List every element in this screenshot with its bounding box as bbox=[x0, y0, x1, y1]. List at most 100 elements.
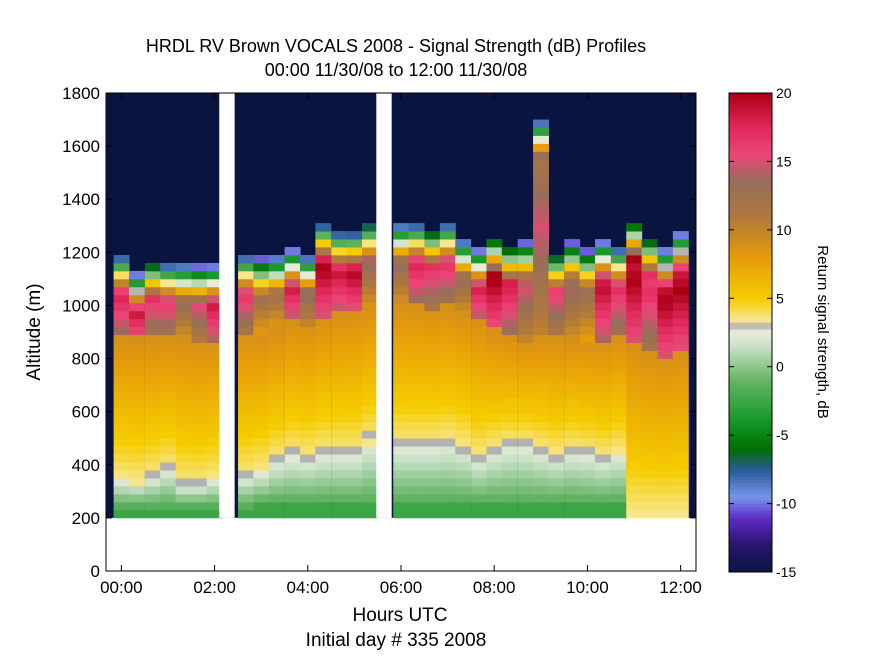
colorbar-band bbox=[729, 548, 772, 552]
profile-cell bbox=[191, 406, 208, 415]
profile-cell bbox=[564, 247, 581, 256]
profile-cell bbox=[346, 310, 363, 320]
profile-cell bbox=[439, 366, 456, 375]
profile-cell bbox=[579, 326, 596, 336]
profile-cell bbox=[579, 390, 596, 399]
profile-cell bbox=[362, 254, 378, 264]
profile-cell bbox=[393, 478, 410, 487]
profile-cell bbox=[315, 247, 332, 256]
profile-cell bbox=[610, 398, 627, 407]
profile-cell bbox=[393, 278, 410, 288]
colorbar-band bbox=[729, 558, 772, 563]
profile-cell bbox=[393, 374, 410, 383]
profile-cell bbox=[533, 470, 549, 479]
profile-cell bbox=[362, 454, 378, 463]
colorbar-band bbox=[729, 332, 772, 337]
profile-cell bbox=[548, 470, 565, 479]
profile-cell bbox=[331, 231, 348, 240]
profile-cell bbox=[253, 342, 270, 351]
profile-cell bbox=[144, 262, 161, 272]
profile-cell bbox=[626, 382, 643, 391]
profile-cell bbox=[268, 342, 285, 351]
profile-cell bbox=[300, 286, 316, 296]
profile-cell bbox=[393, 493, 410, 503]
profile-cell bbox=[331, 270, 348, 280]
colorbar-band bbox=[729, 462, 772, 467]
profile-cell bbox=[548, 318, 565, 328]
profile-cell bbox=[113, 509, 130, 519]
profile-cell bbox=[564, 390, 581, 399]
profile-cell bbox=[610, 254, 627, 264]
profile-cell bbox=[641, 478, 658, 487]
profile-cell bbox=[144, 342, 161, 351]
profile-cell bbox=[579, 262, 596, 272]
profile-cell bbox=[268, 470, 285, 479]
profile-cell bbox=[533, 310, 549, 320]
profile-cell bbox=[408, 374, 425, 383]
profile-cell bbox=[564, 350, 581, 359]
profile-cell bbox=[160, 366, 177, 375]
profile-cell bbox=[268, 286, 285, 296]
colorbar-tick-label: 5 bbox=[776, 290, 784, 306]
profile-cell bbox=[424, 486, 441, 495]
colorbar-band bbox=[729, 380, 772, 385]
colorbar-band bbox=[729, 513, 772, 518]
profile-cell bbox=[439, 422, 456, 431]
profile-cell bbox=[175, 486, 192, 495]
profile-cell bbox=[641, 302, 658, 312]
profile-cell bbox=[175, 278, 192, 288]
profile-cell bbox=[517, 326, 534, 336]
profile-column bbox=[331, 231, 348, 519]
profile-cell bbox=[486, 430, 503, 439]
profile-cell bbox=[300, 422, 316, 431]
profile-cell bbox=[533, 334, 549, 344]
profile-cell bbox=[595, 446, 611, 455]
profile-cell bbox=[641, 462, 658, 471]
profile-cell bbox=[455, 366, 472, 375]
profile-cell bbox=[548, 302, 565, 312]
profile-cell bbox=[533, 430, 549, 439]
profile-cell bbox=[206, 294, 223, 304]
profile-cell bbox=[564, 302, 581, 312]
profile-cell bbox=[533, 159, 549, 168]
profile-cell bbox=[362, 294, 378, 304]
profile-cell bbox=[331, 239, 348, 248]
profile-cell bbox=[408, 294, 425, 304]
profile-cell bbox=[610, 247, 627, 256]
profile-cell bbox=[579, 493, 596, 503]
profile-cell bbox=[501, 486, 518, 495]
colorbar-band bbox=[729, 445, 772, 450]
colorbar-band bbox=[729, 257, 772, 262]
profile-cell bbox=[672, 501, 689, 511]
profile-cell bbox=[657, 318, 674, 328]
profile-cell bbox=[548, 366, 565, 375]
colorbar-band bbox=[729, 243, 772, 248]
colorbar-band bbox=[729, 188, 772, 193]
profile-cell bbox=[238, 310, 254, 320]
profile-cell bbox=[300, 326, 316, 336]
profile-cell bbox=[191, 478, 208, 487]
profile-cell bbox=[300, 294, 316, 304]
profile-cell bbox=[346, 254, 363, 264]
colorbar-band bbox=[729, 349, 772, 354]
profile-cell bbox=[253, 334, 270, 344]
colorbar-band bbox=[729, 335, 772, 340]
profile-cell bbox=[331, 382, 348, 391]
profile-cell bbox=[206, 470, 223, 479]
profile-cell bbox=[672, 358, 689, 367]
profile-cell bbox=[501, 414, 518, 423]
profile-cell bbox=[610, 462, 627, 471]
profile-cell bbox=[657, 478, 674, 487]
profile-cell bbox=[455, 501, 472, 511]
profile-cell bbox=[672, 326, 689, 336]
colorbar-band bbox=[729, 370, 772, 375]
profile-cell bbox=[517, 350, 534, 359]
profile-cell bbox=[113, 390, 130, 399]
profile-cell bbox=[424, 462, 441, 471]
profile-cell bbox=[471, 470, 487, 479]
profile-cell bbox=[657, 454, 674, 463]
profile-cell bbox=[144, 318, 161, 328]
profile-cell bbox=[533, 223, 549, 232]
profile-cell bbox=[626, 310, 643, 320]
